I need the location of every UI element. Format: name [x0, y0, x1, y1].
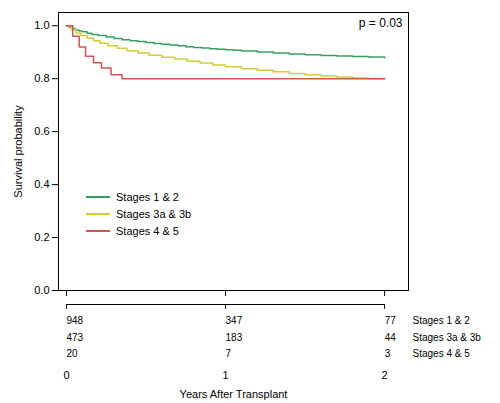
html-text:Stages 4 & 5: Stages 4 & 5 — [116, 225, 179, 237]
svg-text:347: 347 — [226, 315, 243, 326]
svg-text:0.8: 0.8 — [34, 72, 49, 84]
svg-text:0.0: 0.0 — [34, 284, 49, 296]
svg-text:Stages 3a & 3b: Stages 3a & 3b — [413, 332, 482, 343]
svg-text:Stages 1 & 2: Stages 1 & 2 — [413, 315, 471, 326]
svg-text:0.2: 0.2 — [34, 231, 49, 243]
html-text:Stages 3a & 3b: Stages 3a & 3b — [116, 208, 192, 220]
svg-text:Survival probability: Survival probability — [12, 105, 24, 198]
svg-text:77: 77 — [385, 315, 397, 326]
svg-text:44: 44 — [385, 332, 397, 343]
svg-text:948: 948 — [66, 315, 83, 326]
svg-text:p = 0.03: p = 0.03 — [359, 16, 403, 30]
svg-text:Years After Transplant: Years After Transplant — [180, 388, 288, 400]
svg-text:3: 3 — [385, 348, 391, 359]
svg-text:473: 473 — [66, 332, 83, 343]
svg-text:0: 0 — [63, 369, 69, 381]
svg-text:20: 20 — [66, 348, 78, 359]
svg-text:7: 7 — [226, 348, 232, 359]
svg-text:1.0: 1.0 — [34, 19, 49, 31]
svg-text:Stages 4 & 5: Stages 4 & 5 — [413, 348, 471, 359]
html-text:Stages 1 & 2: Stages 1 & 2 — [116, 191, 179, 203]
svg-text:0.6: 0.6 — [34, 125, 49, 137]
svg-text:1: 1 — [222, 369, 228, 381]
svg-text:2: 2 — [382, 369, 388, 381]
svg-text:183: 183 — [226, 332, 243, 343]
svg-text:0.4: 0.4 — [34, 178, 49, 190]
